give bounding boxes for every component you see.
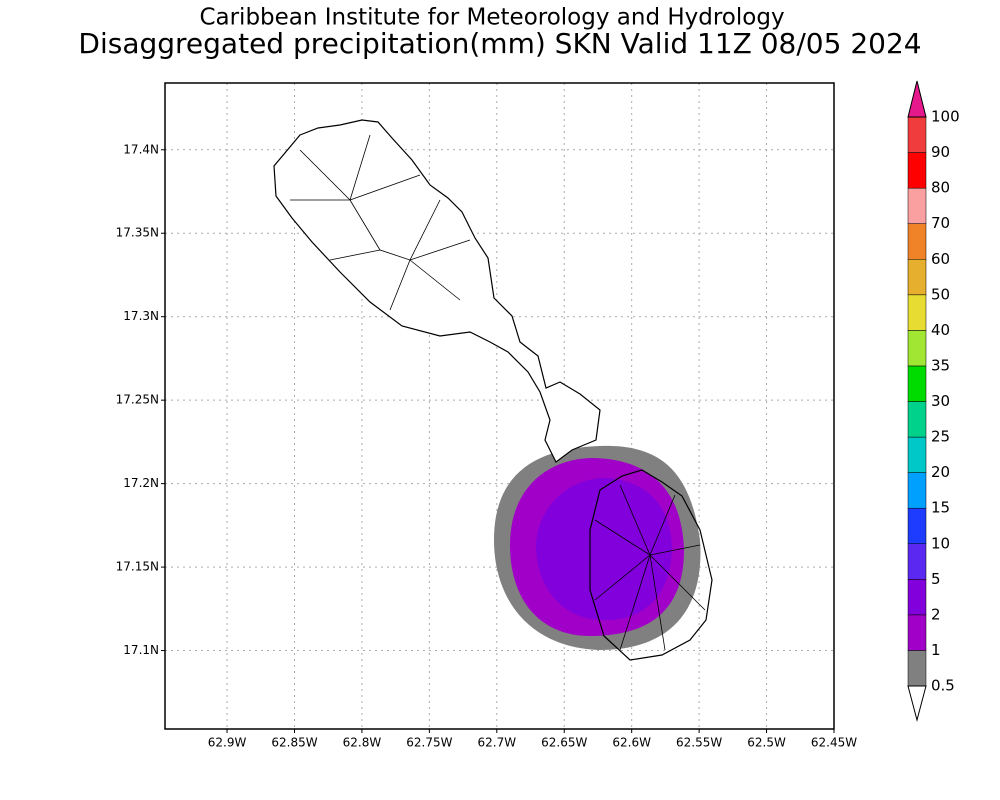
colorbar-label: 20	[931, 463, 950, 481]
colorbar-label: 1	[931, 641, 941, 659]
colorbar-label: 70	[931, 214, 950, 232]
islands	[273, 119, 713, 661]
colorbar-label: 35	[931, 356, 950, 374]
colorbar-swatch	[907, 472, 927, 509]
colorbar-label: 40	[931, 321, 950, 339]
colorbar-label: 25	[931, 428, 950, 446]
colorbar-over	[907, 80, 927, 118]
colorbar-swatch	[907, 152, 927, 189]
nevis	[589, 469, 713, 661]
st-kitts-drainage	[290, 134, 471, 311]
x-tick-label: 62.55W	[676, 736, 722, 750]
grid	[165, 83, 835, 729]
y-tick-label: 17.1N	[123, 643, 159, 657]
colorbar-swatch	[907, 614, 927, 651]
colorbar-swatch	[907, 436, 927, 473]
colorbar-swatch	[907, 223, 927, 260]
precipitation-field	[494, 445, 701, 650]
colorbar-swatch	[907, 507, 927, 544]
colorbar-label: 100	[931, 108, 960, 126]
colorbar-swatch	[907, 116, 927, 153]
colorbar-label: 90	[931, 143, 950, 161]
colorbar-label: 50	[931, 285, 950, 303]
y-tick-label: 17.4N	[123, 142, 159, 156]
x-tick-label: 62.7W	[478, 736, 517, 750]
x-tick-label: 62.9W	[208, 736, 247, 750]
x-tick-label: 62.65W	[541, 736, 587, 750]
colorbar-swatch	[907, 579, 927, 616]
colorbar-swatch	[907, 543, 927, 580]
nevis-drainage	[594, 484, 706, 651]
x-tick-label: 62.75W	[406, 736, 452, 750]
y-tick-label: 17.15N	[116, 560, 159, 574]
colorbar-label: 10	[931, 534, 950, 552]
x-tick-label: 62.45W	[811, 736, 857, 750]
colorbar-label: 60	[931, 250, 950, 268]
colorbar-swatch	[907, 650, 927, 687]
st-kitts	[273, 119, 601, 463]
x-tick-label: 62.5W	[747, 736, 786, 750]
colorbar-label: 80	[931, 179, 950, 197]
colorbar-label: 2	[931, 605, 941, 623]
colorbar-under	[907, 685, 927, 722]
x-tick-label: 62.6W	[612, 736, 651, 750]
y-tick-label: 17.35N	[116, 226, 159, 240]
colorbar-label: 30	[931, 392, 950, 410]
colorbar-swatch	[907, 330, 927, 367]
y-tick-label: 17.25N	[116, 393, 159, 407]
y-tick-label: 17.3N	[123, 309, 159, 323]
plot-frame	[164, 82, 835, 730]
chart-title: Caribbean Institute for Meteorology and …	[199, 5, 784, 31]
colorbar-swatch	[907, 259, 927, 296]
colorbar-label: 15	[931, 499, 950, 517]
colorbar-swatch	[907, 401, 927, 438]
colorbar-swatch	[907, 187, 927, 224]
x-tick-label: 62.85W	[271, 736, 317, 750]
x-tick-label: 62.8W	[343, 736, 382, 750]
colorbar-swatch	[907, 365, 927, 402]
chart-subtitle: Disaggregated precipitation(mm) SKN Vali…	[78, 27, 921, 60]
precip-2	[536, 478, 672, 621]
colorbar-swatch	[907, 294, 927, 331]
colorbar-label: 0.5	[931, 677, 955, 695]
y-tick-label: 17.2N	[123, 476, 159, 490]
colorbar-label: 5	[931, 570, 941, 588]
